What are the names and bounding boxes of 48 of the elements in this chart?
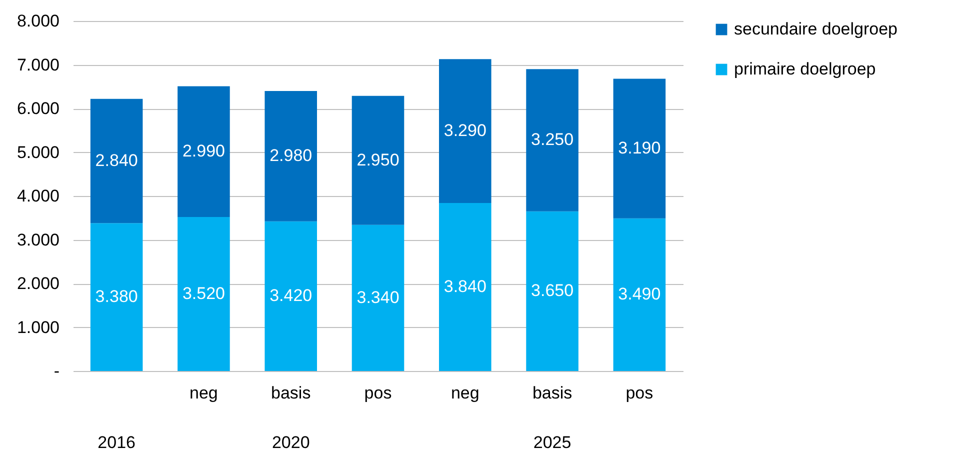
bar xyxy=(264,221,317,371)
y-tick-label: 7.000 xyxy=(16,55,60,74)
bar xyxy=(90,223,143,371)
legend-label: secundaire doelgroep xyxy=(734,20,898,38)
x-tick-label: pos xyxy=(626,384,654,402)
bar xyxy=(352,224,404,371)
bar xyxy=(264,91,317,222)
bar xyxy=(178,86,230,217)
data-label: 2.950 xyxy=(356,150,400,170)
y-tick-label: 3.000 xyxy=(16,230,60,250)
text: 2020 xyxy=(272,433,310,452)
y-tick-label: 8.000 xyxy=(16,12,60,30)
x-tick-label: pos xyxy=(364,384,392,402)
x-tick-label: basis xyxy=(271,384,311,402)
bar xyxy=(526,69,578,212)
y-tick-label: 2.000 xyxy=(16,274,60,293)
data-label: 2.990 xyxy=(182,142,225,161)
text: 2016 xyxy=(98,433,136,452)
bar xyxy=(352,96,404,225)
data-label: 3.380 xyxy=(95,287,138,306)
data-label: 3.190 xyxy=(618,138,661,158)
data-label: 3.490 xyxy=(618,284,661,304)
legend-label: primaire doelgroep xyxy=(734,60,876,78)
bar xyxy=(439,203,492,371)
y-tick-label: 6.000 xyxy=(16,99,60,118)
data-label: 3.650 xyxy=(531,281,574,300)
data-label: 2.980 xyxy=(270,146,312,166)
bar xyxy=(178,217,230,371)
data-label: 3.250 xyxy=(531,130,574,150)
text: 2025 xyxy=(533,433,572,452)
bar xyxy=(439,59,492,203)
y-tick-label: - xyxy=(54,362,60,380)
bar xyxy=(613,218,666,371)
data-label: 2.840 xyxy=(95,151,138,170)
bar xyxy=(613,78,666,218)
y-tick-label: 4.000 xyxy=(16,186,60,206)
data-label: 3.420 xyxy=(270,286,312,306)
data-label: 3.840 xyxy=(444,277,486,296)
bar xyxy=(526,211,578,371)
data-label: 3.290 xyxy=(444,121,486,140)
data-label: 3.340 xyxy=(356,288,400,307)
y-tick-label: 1.000 xyxy=(16,318,60,337)
x-tick-label: neg xyxy=(190,384,218,402)
data-label: 3.520 xyxy=(182,284,225,303)
y-tick-label: 5.000 xyxy=(16,142,60,162)
x-tick-label: basis xyxy=(532,384,572,402)
x-tick-label: neg xyxy=(450,384,480,402)
bar xyxy=(90,98,143,224)
